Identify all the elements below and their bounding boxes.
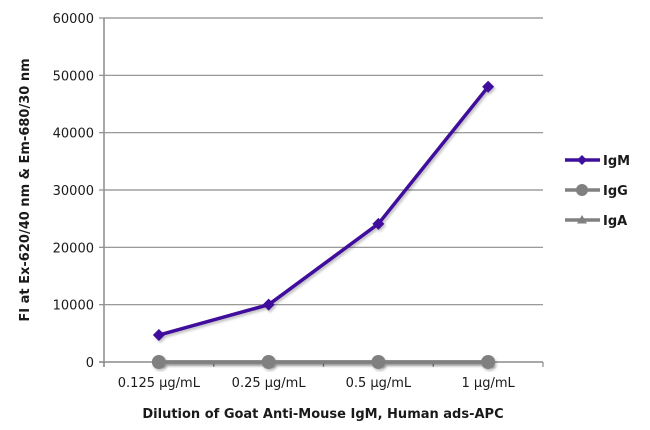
x-tick-label: 1 µg/mL xyxy=(462,376,516,391)
y-tick-label: 10000 xyxy=(53,299,94,314)
x-tick-label: 0.25 µg/mL xyxy=(232,376,307,391)
x-axis: 0.125 µg/mL 0.25 µg/mL 0.5 µg/mL 1 µg/mL xyxy=(99,361,544,391)
y-axis: 0 10000 20000 30000 40000 50000 60000 xyxy=(53,12,105,371)
y-tick-label: 30000 xyxy=(53,184,94,199)
plot-series xyxy=(151,80,496,369)
circle-marker xyxy=(371,355,386,369)
y-tick-label: 40000 xyxy=(53,127,94,142)
y-tick-label: 60000 xyxy=(53,12,94,27)
y-axis-title: FI at Ex-620/40 nm & Em-680/30 nm xyxy=(18,58,33,321)
diamond-marker xyxy=(152,329,165,342)
y-tick-label: 0 xyxy=(86,356,94,371)
x-axis-title: Dilution of Goat Anti-Mouse IgM, Human a… xyxy=(142,407,503,422)
triangle-marker xyxy=(577,215,587,224)
circle-marker xyxy=(261,355,276,369)
circle-marker xyxy=(481,355,496,369)
diamond-marker xyxy=(577,155,587,165)
legend-label: IgG xyxy=(603,184,628,199)
x-tick-label: 0.125 µg/mL xyxy=(118,376,201,391)
series-igm xyxy=(152,80,495,342)
diamond-marker xyxy=(482,80,495,93)
legend-item-igm: IgM xyxy=(565,154,630,169)
legend-item-iga: IgA xyxy=(565,214,627,229)
diamond-marker xyxy=(372,217,385,230)
gridlines xyxy=(104,17,543,306)
circle-marker xyxy=(151,355,166,369)
legend-label: IgM xyxy=(603,154,630,169)
legend-label: IgA xyxy=(603,214,627,229)
legend: IgM IgG IgA xyxy=(565,154,630,229)
circle-marker xyxy=(576,184,588,196)
series-line xyxy=(158,85,490,337)
diamond-marker xyxy=(262,298,275,311)
y-tick-label: 50000 xyxy=(53,69,94,84)
x-tick-label: 0.5 µg/mL xyxy=(346,376,412,391)
legend-item-igg: IgG xyxy=(565,184,628,199)
series-igg xyxy=(151,355,496,369)
y-tick-label: 20000 xyxy=(53,241,94,256)
